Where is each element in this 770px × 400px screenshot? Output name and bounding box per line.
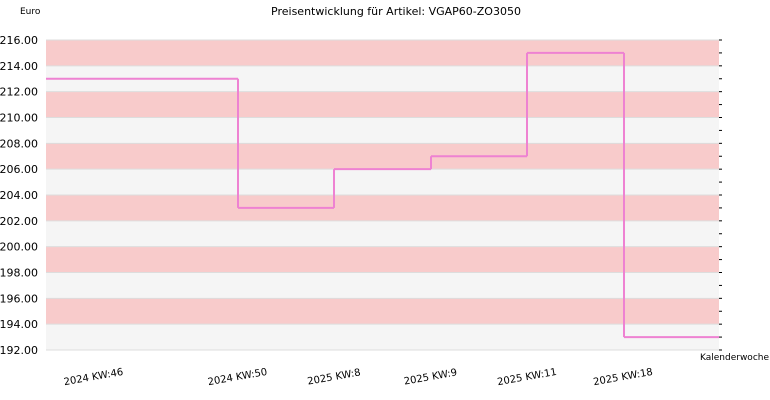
- background-band: [46, 220, 719, 247]
- y-tick-label: 210.00: [0, 112, 38, 125]
- background-band: [46, 298, 719, 325]
- x-tick-label: 2025 KW:8: [307, 367, 362, 387]
- x-tick-label: 2025 KW:9: [403, 367, 458, 387]
- y-tick-label: 202.00: [0, 215, 38, 228]
- y-tick-label: 216.00: [0, 34, 38, 47]
- x-tick-label: 2025 KW:11: [496, 367, 557, 388]
- x-axis-labels: 2024 KW:46 2024 KW:50 2025 KW:8 2025 KW:9 20…: [63, 367, 654, 388]
- y-tick-label: 204.00: [0, 189, 38, 202]
- y-tick-label: 214.00: [0, 60, 38, 73]
- x-tick-label: 2025 KW:18: [592, 367, 653, 388]
- background-band: [46, 272, 719, 299]
- x-tick-label: 2024 KW:50: [207, 367, 268, 388]
- y-axis: 192.00 194.00 196.00 198.00 200.00 202.00 204.…: [0, 34, 38, 357]
- background-band: [46, 324, 719, 350]
- x-axis-unit-label: Kalenderwoche: [700, 353, 769, 363]
- chart-title: Preisentwicklung für Artikel: VGAP60-ZO3…: [271, 5, 521, 18]
- y-tick-label: 192.00: [0, 344, 38, 357]
- y-tick-label: 200.00: [0, 241, 38, 254]
- right-tick-marks: [719, 39, 722, 351]
- background-band: [46, 117, 719, 144]
- background-band: [46, 169, 719, 195]
- plot-background-bands: [46, 39, 719, 351]
- background-band: [46, 91, 719, 118]
- y-tick-label: 212.00: [0, 86, 38, 99]
- background-band: [46, 246, 719, 273]
- background-band: [46, 143, 719, 170]
- y-tick-label: 198.00: [0, 267, 38, 280]
- y-tick-label: 194.00: [0, 318, 38, 331]
- y-tick-label: 196.00: [0, 292, 38, 305]
- x-tick-label: 2024 KW:46: [63, 367, 124, 388]
- y-tick-label: 208.00: [0, 137, 38, 150]
- background-band: [46, 195, 719, 221]
- y-axis-unit-label: Euro: [20, 7, 41, 17]
- series-lines: [46, 51, 719, 339]
- y-tick-label: 206.00: [0, 163, 38, 176]
